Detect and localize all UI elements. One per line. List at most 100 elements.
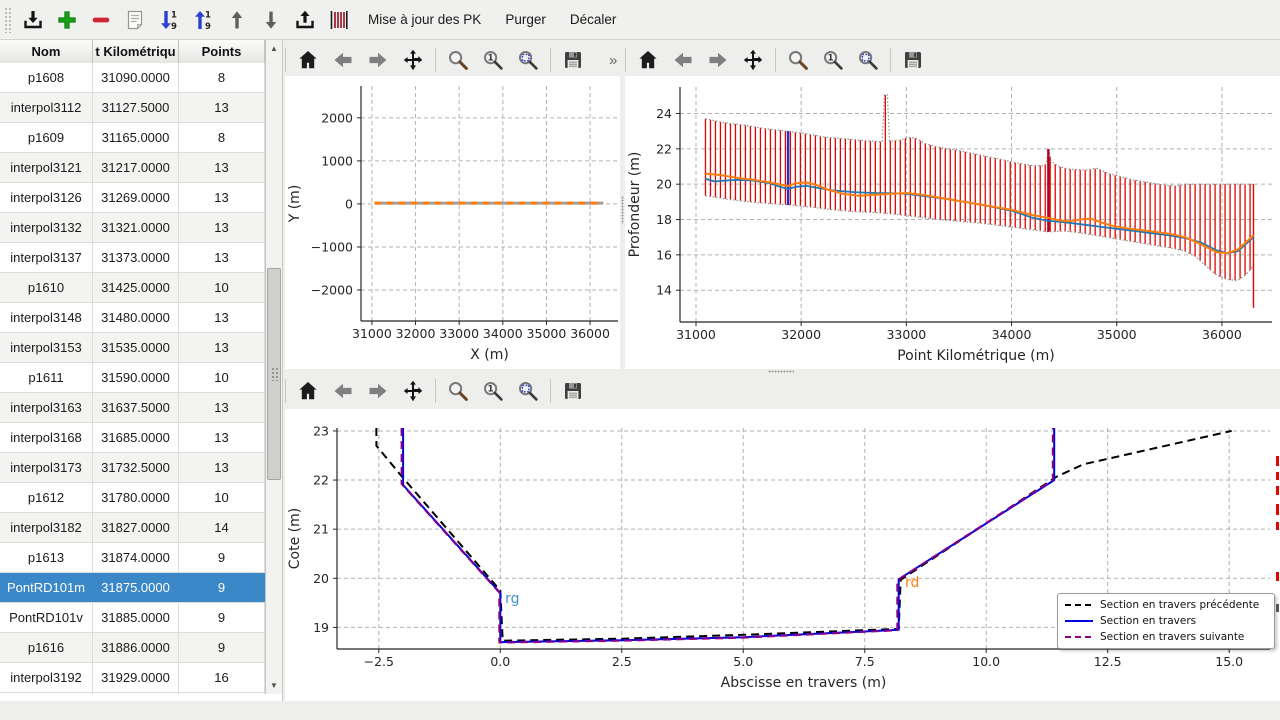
table-row-p1610[interactable]: p161031425.000010	[0, 273, 265, 303]
table-row-p1609[interactable]: p160931165.00008	[0, 123, 265, 153]
save-icon[interactable]	[560, 378, 586, 404]
svg-text:36000: 36000	[570, 326, 610, 341]
cell-pk: 31165.0000	[93, 123, 179, 152]
forward-icon[interactable]	[365, 47, 391, 73]
table-row-interpol3148[interactable]: interpol314831480.000013	[0, 303, 265, 333]
zoom-fit-icon[interactable]	[855, 47, 881, 73]
home-icon[interactable]	[295, 378, 321, 404]
table-row-interpol3121[interactable]: interpol312131217.000013	[0, 153, 265, 183]
toolbar-button-d-caler[interactable]: Décaler	[561, 7, 626, 32]
cell-pk: 31535.0000	[93, 333, 179, 362]
export-icon[interactable]	[291, 6, 319, 34]
horizontal-splitter-grip[interactable]	[768, 370, 794, 373]
table-row-interpol3173[interactable]: interpol317331732.500013	[0, 453, 265, 483]
table-row-PontRD101m[interactable]: PontRD101m31875.00009	[0, 573, 265, 603]
zoom-one-icon[interactable]: 1	[820, 47, 846, 73]
column-header-1[interactable]: t Kilométriqu	[93, 40, 179, 63]
toolbar-overflow-chevron[interactable]: »	[609, 52, 617, 69]
cell-points: 9	[179, 543, 265, 572]
sections-icon[interactable]	[325, 6, 353, 34]
back-icon[interactable]	[670, 47, 696, 73]
move-down-icon[interactable]	[257, 6, 285, 34]
forward-icon[interactable]	[365, 378, 391, 404]
table-row-interpol3126[interactable]: interpol312631269.000013	[0, 183, 265, 213]
zoom-one-icon[interactable]: 1	[480, 378, 506, 404]
toolbar-grip[interactable]	[4, 7, 11, 33]
table-row-p1608[interactable]: p160831090.00008	[0, 63, 265, 93]
pan-icon[interactable]	[400, 378, 426, 404]
table-row-interpol3132[interactable]: interpol313231321.000013	[0, 213, 265, 243]
cell-pk: 31685.0000	[93, 423, 179, 452]
svg-text:20: 20	[313, 571, 329, 586]
cross-section-canvas[interactable]: rgrd−2.50.02.55.07.510.012.515.019202122…	[285, 409, 1280, 701]
home-icon[interactable]	[635, 47, 661, 73]
table-row-interpol3137[interactable]: interpol313731373.000013	[0, 243, 265, 273]
cell-name: p1613	[0, 543, 93, 572]
cell-pk: 31373.0000	[93, 243, 179, 272]
cell-pk: 31321.0000	[93, 213, 179, 242]
zoom-icon[interactable]	[445, 47, 471, 73]
save-icon[interactable]	[900, 47, 926, 73]
zoom-one-icon[interactable]: 1	[480, 47, 506, 73]
table-row-interpol3153[interactable]: interpol315331535.000013	[0, 333, 265, 363]
pane-splitter[interactable]	[620, 76, 625, 369]
scroll-up-icon[interactable]: ▲	[266, 40, 282, 56]
scroll-down-icon[interactable]: ▼	[266, 677, 282, 693]
table-row-interpol3168[interactable]: interpol316831685.000013	[0, 423, 265, 453]
svg-text:35000: 35000	[527, 326, 567, 341]
add-icon[interactable]	[53, 6, 81, 34]
zoom-fit-icon[interactable]	[515, 47, 541, 73]
cell-pk: 31875.0000	[93, 573, 179, 602]
column-header-2[interactable]: Points	[179, 40, 265, 63]
zoom-icon[interactable]	[785, 47, 811, 73]
remove-icon[interactable]	[87, 6, 115, 34]
table-row-interpol3163[interactable]: interpol316331637.500013	[0, 393, 265, 423]
table-row-p1616[interactable]: p161631886.00009	[0, 633, 265, 663]
figure1-toolbar: 1»	[285, 44, 620, 76]
table-row-interpol3112[interactable]: interpol311231127.500013	[0, 93, 265, 123]
toolbar-button-mise-jour-des-pk[interactable]: Mise à jour des PK	[359, 7, 490, 32]
plan-view-canvas[interactable]: 310003200033000340003500036000−2000−1000…	[285, 76, 620, 369]
zoom-fit-icon[interactable]	[515, 378, 541, 404]
cell-pk: 31127.5000	[93, 93, 179, 122]
scrollbar-thumb[interactable]	[267, 268, 281, 480]
column-header-0[interactable]: Nom	[0, 40, 93, 63]
table-row-PontRD101v[interactable]: PontRD101v31885.00009	[0, 603, 265, 633]
home-icon[interactable]	[295, 47, 321, 73]
toolbar-button-purger[interactable]: Purger	[496, 7, 555, 32]
pan-icon[interactable]	[740, 47, 766, 73]
cell-name: interpol3121	[0, 153, 93, 182]
cell-points: 13	[179, 93, 265, 122]
svg-text:0.0: 0.0	[490, 654, 510, 669]
sort-numeric-up-icon[interactable]: 19	[189, 6, 217, 34]
longitudinal-profile-canvas[interactable]: 3100032000330003400035000360001416182022…	[625, 76, 1280, 369]
import-icon[interactable]	[19, 6, 47, 34]
table-body[interactable]: p160831090.00008interpol311231127.500013…	[0, 63, 265, 694]
table-row-interpol3192[interactable]: interpol319231929.000016	[0, 663, 265, 693]
save-icon[interactable]	[560, 47, 586, 73]
forward-icon[interactable]	[705, 47, 731, 73]
svg-text:1: 1	[171, 10, 177, 20]
cell-pk: 31874.0000	[93, 543, 179, 572]
svg-text:rg: rg	[505, 591, 519, 607]
back-icon[interactable]	[330, 47, 356, 73]
document-icon[interactable]	[121, 6, 149, 34]
svg-text:16: 16	[656, 247, 672, 262]
move-up-icon[interactable]	[223, 6, 251, 34]
cell-points: 10	[179, 363, 265, 392]
back-icon[interactable]	[330, 378, 356, 404]
sort-numeric-down-icon[interactable]: 19	[155, 6, 183, 34]
table-row-p1612[interactable]: p161231780.000010	[0, 483, 265, 513]
table-row-p1613[interactable]: p161331874.00009	[0, 543, 265, 573]
pan-icon[interactable]	[400, 47, 426, 73]
svg-text:32000: 32000	[396, 326, 436, 341]
zoom-icon[interactable]	[445, 378, 471, 404]
cell-name: p1612	[0, 483, 93, 512]
svg-text:−2.5: −2.5	[364, 654, 394, 669]
cell-name: p1610	[0, 273, 93, 302]
svg-text:31000: 31000	[352, 326, 392, 341]
table-scrollbar[interactable]: ▲ ▼	[265, 40, 282, 694]
table-row-interpol3182[interactable]: interpol318231827.000014	[0, 513, 265, 543]
svg-text:Y (m): Y (m)	[287, 185, 303, 224]
table-row-p1611[interactable]: p161131590.000010	[0, 363, 265, 393]
